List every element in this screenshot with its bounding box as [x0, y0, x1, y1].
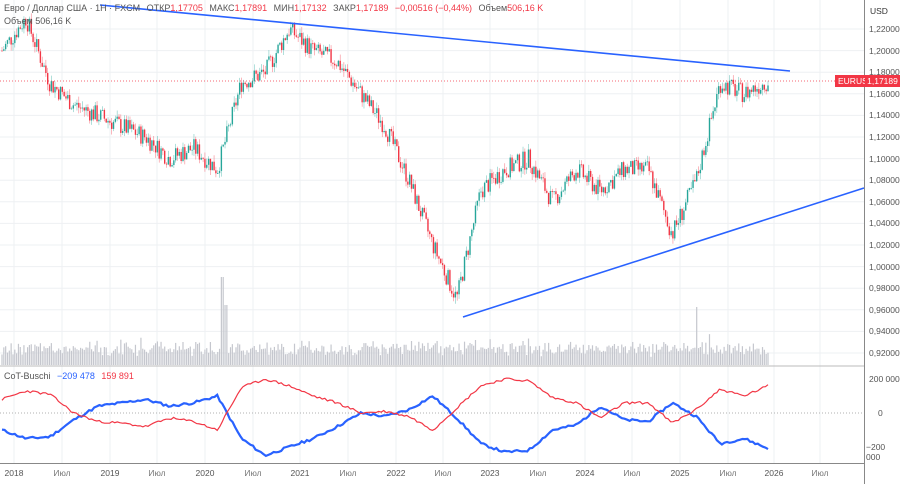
- time-label: Июл: [811, 468, 829, 478]
- low-label: МИН: [273, 3, 295, 13]
- price-tick: 1,02000: [869, 240, 900, 250]
- time-label: 2018: [4, 468, 24, 478]
- open-value: 1,17705: [170, 3, 203, 13]
- cot-blue-value: −209 478: [57, 371, 95, 381]
- cot-red-value: 159 891: [101, 371, 134, 381]
- time-label: Июл: [339, 468, 357, 478]
- time-label: 2025: [670, 468, 690, 478]
- price-tick: 1,04000: [869, 218, 900, 229]
- change-value: −0,00516 (−0,44%): [394, 3, 472, 13]
- price-tick: 1,10000: [869, 153, 900, 164]
- time-label: 2019: [100, 468, 120, 478]
- time-label: 2022: [386, 468, 406, 478]
- volume-label: Объем: [478, 3, 508, 13]
- time-label: 2021: [290, 468, 310, 478]
- price-tick: 1,14000: [869, 110, 900, 121]
- symbol-legend: Евро / Доллар США · 1Н · FXCM ОТКР1,1770…: [4, 3, 543, 13]
- time-label: Июл: [244, 468, 262, 478]
- price-tick: 1,00000: [869, 261, 900, 272]
- high-label: МАКС: [209, 3, 235, 13]
- time-label: Июл: [148, 468, 166, 478]
- current-price-badge: 1,17189: [865, 75, 900, 87]
- cot-tick-neg200k: −200 000: [866, 442, 886, 462]
- volume-value: 506,16 K: [507, 3, 544, 13]
- time-label: Июл: [719, 468, 737, 478]
- candlestick-series: [1, 13, 769, 304]
- price-tick: 0,94000: [869, 326, 900, 337]
- time-label: Июл: [53, 468, 71, 478]
- cot-tick-0: 0: [878, 408, 883, 418]
- open-label: ОТКР: [146, 3, 171, 13]
- price-tick: 1,12000: [869, 132, 900, 142]
- volume-row-value: 506,16 K: [35, 16, 72, 26]
- high-value: 1,17891: [234, 3, 268, 13]
- price-tick: 0,98000: [869, 283, 900, 294]
- volume-bars: [1, 277, 769, 365]
- price-tick: 1,20000: [869, 45, 900, 56]
- price-tick: 0,96000: [869, 304, 900, 315]
- close-label: ЗАКР: [333, 3, 356, 13]
- cot-indicator-lines: [1, 377, 769, 458]
- volume-row-label[interactable]: Объем: [4, 16, 33, 26]
- price-tick: 1,16000: [869, 88, 900, 99]
- low-value: 1,17132: [294, 3, 327, 13]
- symbol-name[interactable]: Евро / Доллар США · 1Н · FXCM: [4, 3, 141, 13]
- currency-label[interactable]: USD: [870, 6, 888, 16]
- time-label: 2020: [195, 468, 215, 478]
- volume-legend: Объем 506,16 K: [4, 16, 71, 26]
- price-tick: 1,08000: [869, 175, 900, 186]
- time-label: Июл: [623, 468, 641, 478]
- time-axis-line: [0, 463, 864, 464]
- time-label: Июл: [529, 468, 547, 478]
- price-tick: 1,06000: [869, 196, 900, 207]
- time-label: 2023: [480, 468, 500, 478]
- price-tick: 0,92000: [869, 348, 900, 358]
- time-label: Июл: [434, 468, 452, 478]
- close-value: 1,17189: [355, 3, 389, 13]
- cot-legend: CoT-Buschi −209 478 159 891: [4, 371, 134, 381]
- cot-name[interactable]: CoT-Buschi: [4, 371, 51, 381]
- price-tick: 1,18000: [869, 67, 900, 78]
- time-label: 2024: [575, 468, 595, 478]
- trendlines[interactable]: [99, 4, 865, 318]
- cot-tick-200k: 200 000: [869, 374, 900, 384]
- time-label: 2026: [764, 468, 784, 478]
- price-tick: 1,22000: [869, 24, 900, 34]
